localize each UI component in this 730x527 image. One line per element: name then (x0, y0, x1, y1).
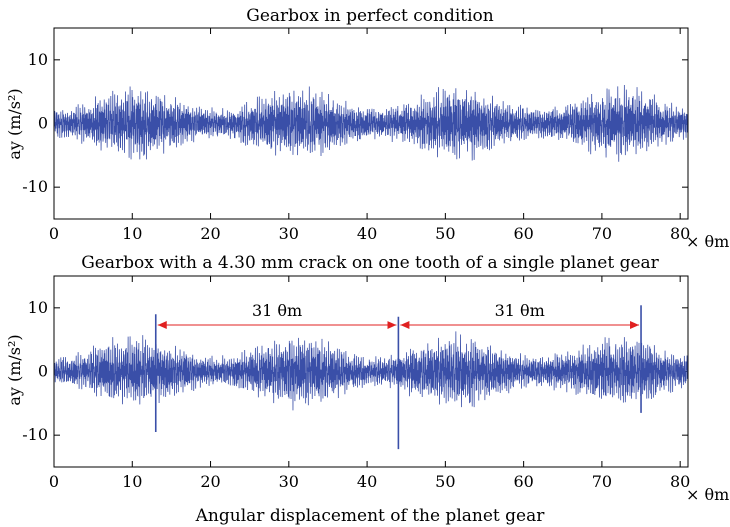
x-tick-label: 80 (670, 224, 690, 243)
signal-trace (53, 84, 689, 162)
y-axis-label: ay (m/s²) (5, 334, 24, 405)
plot-frame (53, 27, 689, 220)
chart-panel-cracked: Gearbox with a 4.30 mm crack on one toot… (5, 253, 729, 504)
x-tick-label: 0 (49, 472, 59, 491)
y-tick-label: -10 (22, 177, 48, 196)
x-tick-label: 80 (670, 472, 690, 491)
x-tick-label: 60 (513, 472, 533, 491)
x-unit-label: × θm (686, 232, 729, 251)
x-tick-label: 30 (279, 224, 299, 243)
impulse-spacing-annotations: 31 θm 31 θm (157, 301, 640, 330)
x-tick-label: 30 (279, 472, 299, 491)
x-tick-label: 70 (592, 472, 612, 491)
y-tick-label: 10 (28, 50, 48, 69)
x-tick-label: 50 (435, 224, 455, 243)
x-tick-label: 40 (357, 224, 377, 243)
tick-labels: 0 10 20 30 40 50 60 70 80 10 0 -10 (22, 276, 690, 491)
x-unit-label: × θm (686, 485, 729, 504)
chart-title: Gearbox in perfect condition (246, 6, 494, 26)
x-tick-label: 50 (435, 472, 455, 491)
y-axis-label: ay (m/s²) (5, 88, 24, 159)
signal-trace (53, 331, 689, 411)
span-label: 31 θm (495, 301, 545, 320)
x-tick-label: 20 (200, 472, 220, 491)
plot-frame (53, 275, 689, 468)
y-tick-label: 0 (38, 362, 48, 381)
x-axis-label: Angular displacement of the planet gear (195, 506, 546, 526)
x-tick-label: 10 (122, 472, 142, 491)
span-label: 31 θm (252, 301, 302, 320)
tick-labels: 0 10 20 30 40 50 60 70 80 10 0 -10 (22, 28, 690, 243)
chart-panel-perfect: Gearbox in perfect condition ay (m/s²) 0… (5, 6, 729, 251)
chart-title: Gearbox with a 4.30 mm crack on one toot… (81, 253, 659, 273)
y-tick-label: 10 (28, 298, 48, 317)
x-tick-label: 60 (513, 224, 533, 243)
x-tick-label: 40 (357, 472, 377, 491)
y-tick-label: -10 (22, 425, 48, 444)
y-tick-label: 0 (38, 114, 48, 133)
x-tick-label: 0 (49, 224, 59, 243)
x-tick-label: 70 (592, 224, 612, 243)
x-tick-label: 20 (200, 224, 220, 243)
x-tick-label: 10 (122, 224, 142, 243)
